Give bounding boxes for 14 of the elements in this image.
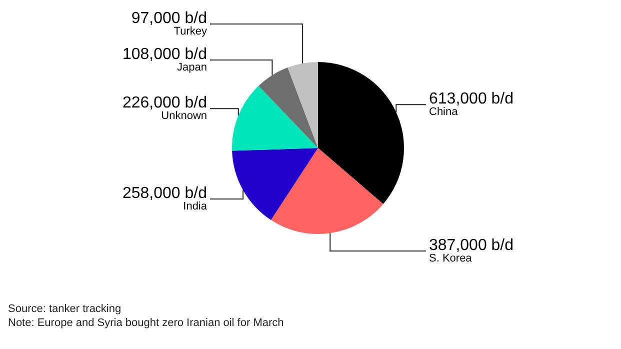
source-note: Source: tanker tracking [8, 302, 122, 316]
text: Note: Europe and Syria bought zero Iranian oil for March [8, 316, 284, 330]
slice-label: India [183, 200, 208, 213]
data-label: 387,000 b/d [429, 236, 514, 254]
slice-label: Japan [177, 62, 207, 74]
slice-label: China [429, 106, 459, 118]
data-label: 97,000 b/d [131, 10, 207, 27]
data-label: 613,000 b/d [429, 90, 514, 108]
data-label: 108,000 b/d [122, 46, 207, 63]
data-label: 226,000 b/d [122, 94, 207, 112]
data-label: 258,000 b/d [122, 184, 207, 202]
slice-label: Turkey [174, 26, 208, 38]
slice-label: Unknown [161, 110, 207, 122]
slice-label: S. Korea [429, 252, 473, 264]
